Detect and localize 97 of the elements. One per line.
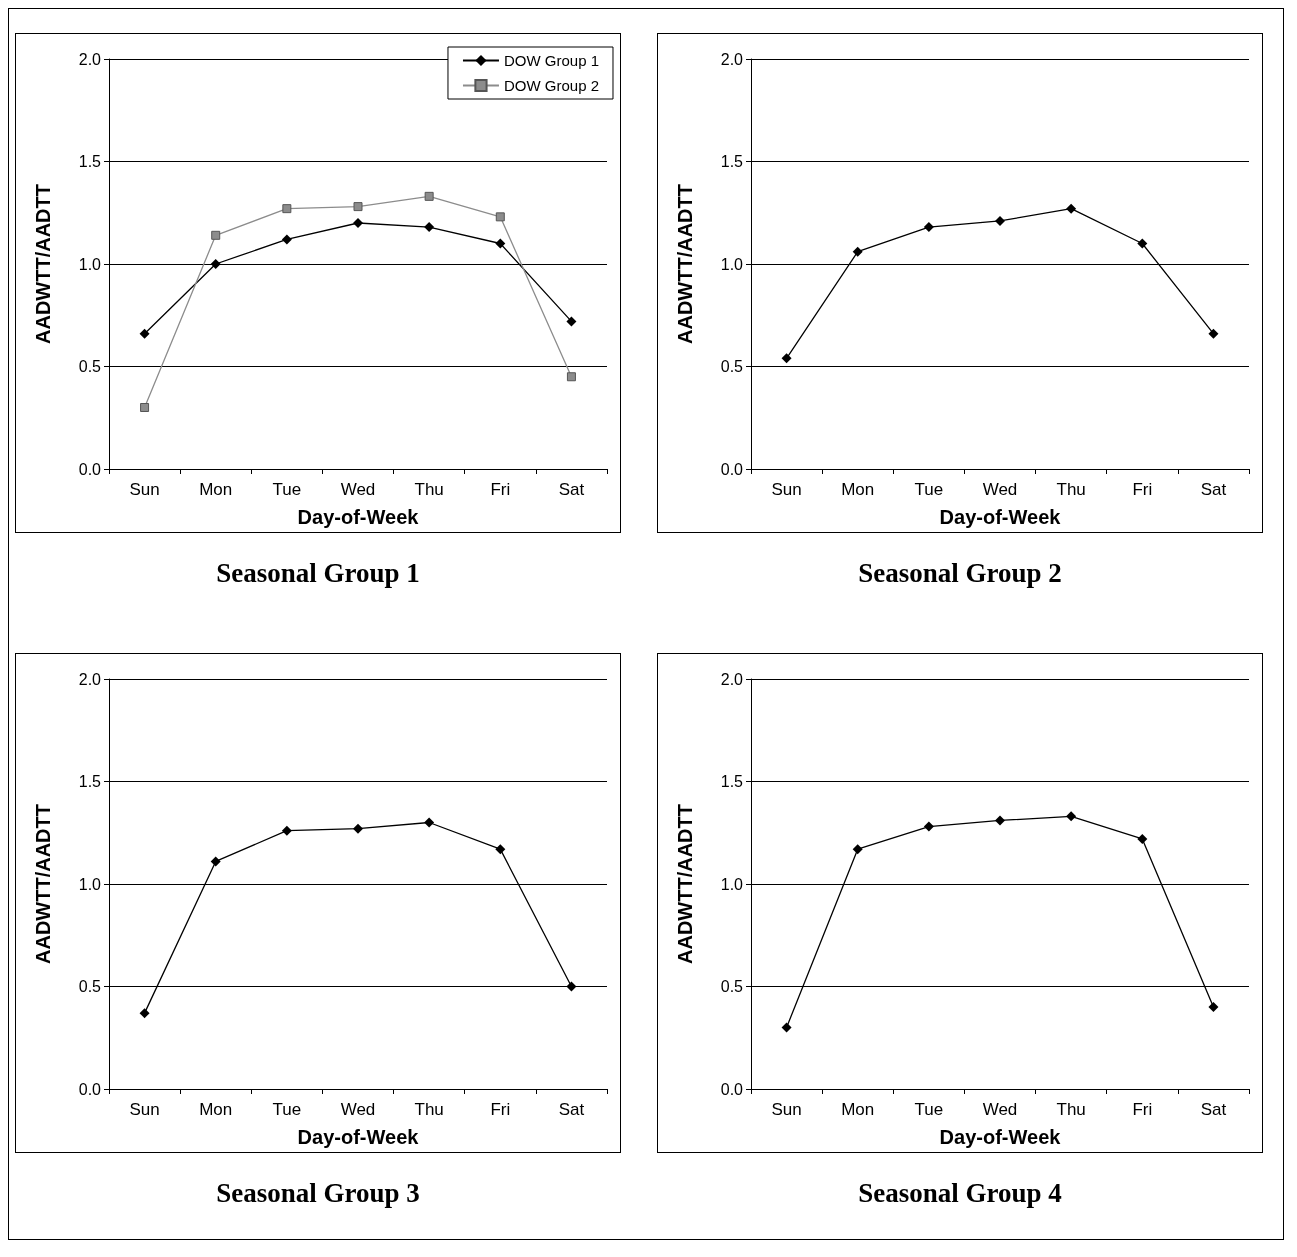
x-tick-label: Wed — [982, 1100, 1018, 1119]
point — [140, 403, 150, 412]
y-tick-label: 2.0 — [720, 670, 744, 688]
point — [923, 821, 934, 832]
point — [995, 215, 1005, 226]
point — [353, 202, 363, 212]
x-axis-title: Day-of-Week — [939, 506, 1062, 528]
y-tick-label: 0.5 — [720, 978, 744, 995]
point — [424, 817, 435, 828]
x-tick-label: Sun — [771, 1100, 802, 1119]
point — [281, 234, 292, 245]
point — [495, 238, 506, 249]
y-axis-title: AADWTT/AADTT — [674, 804, 696, 964]
y-tick-label: 1.0 — [78, 875, 102, 893]
point — [281, 825, 292, 836]
point — [566, 981, 577, 992]
point — [1137, 833, 1148, 844]
point — [923, 222, 934, 233]
point — [566, 372, 576, 382]
y-tick-label: 1.0 — [720, 875, 744, 893]
point — [139, 1008, 150, 1019]
x-tick-label: Sun — [771, 480, 802, 499]
y-tick-label: 1.5 — [78, 773, 102, 790]
legend-label: DOW Group 1 — [503, 52, 600, 69]
x-tick-label: Sun — [129, 1100, 160, 1119]
x-tick-label: Mon — [841, 480, 875, 499]
point — [1208, 328, 1219, 339]
point — [995, 815, 1005, 826]
x-tick-label: Mon — [841, 1100, 875, 1119]
x-tick-label: Thu — [1056, 1100, 1086, 1119]
text: Seasonal Group 1 — [216, 557, 420, 588]
x-tick-label: Thu — [1056, 480, 1086, 499]
point — [282, 204, 292, 214]
y-tick-label: 1.5 — [78, 153, 102, 170]
y-tick-label: 1.5 — [720, 773, 744, 790]
y-tick-label: 1.5 — [720, 153, 744, 170]
x-tick-label: Fri — [490, 1100, 511, 1119]
x-tick-label: Thu — [414, 1100, 444, 1119]
point — [495, 844, 506, 855]
x-axis-title: Day-of-Week — [297, 506, 420, 528]
x-tick-label: Fri — [1132, 1100, 1153, 1119]
point — [353, 218, 363, 228]
y-tick-label: 2.0 — [720, 50, 744, 68]
x-tick-label: Tue — [272, 1100, 302, 1119]
point — [852, 246, 863, 257]
x-tick-label: Fri — [490, 480, 511, 499]
x-tick-label: Tue — [914, 1100, 944, 1119]
x-tick-label: Wed — [340, 480, 376, 499]
y-tick-label: 1.0 — [78, 255, 102, 273]
y-tick-label: 2.0 — [78, 50, 102, 68]
point — [210, 259, 221, 269]
point — [210, 856, 221, 867]
point — [566, 316, 577, 327]
y-tick-label: 1.0 — [720, 255, 744, 273]
y-tick-label: 0.5 — [78, 358, 102, 375]
x-tick-label: Mon — [199, 480, 233, 499]
x-tick-label: Sun — [129, 480, 160, 499]
y-tick-label: 0.0 — [78, 460, 102, 478]
text: Seasonal Group 3 — [216, 1177, 420, 1208]
point — [495, 212, 505, 222]
y-tick-label: 0.0 — [720, 460, 744, 478]
point — [1066, 203, 1077, 214]
legend-label: DOW Group 2 — [503, 77, 600, 94]
point — [852, 844, 863, 855]
point — [139, 328, 150, 339]
point — [424, 191, 434, 201]
x-tick-label: Wed — [982, 480, 1018, 499]
point — [781, 353, 792, 364]
y-tick-label: 0.0 — [720, 1080, 744, 1098]
x-axis-title: Day-of-Week — [297, 1126, 420, 1148]
point — [424, 222, 435, 233]
x-tick-label: Thu — [414, 480, 444, 499]
y-axis-title: AADWTT/AADTT — [32, 184, 54, 344]
y-tick-label: 2.0 — [78, 670, 102, 688]
y-axis-title: AADWTT/AADTT — [32, 804, 54, 964]
point — [781, 1022, 792, 1033]
x-tick-label: Tue — [914, 480, 944, 499]
x-tick-label: Fri — [1132, 480, 1153, 499]
y-tick-label: 0.5 — [720, 358, 744, 375]
x-tick-label: Wed — [340, 1100, 376, 1119]
x-tick-label: Sat — [1200, 1100, 1227, 1119]
x-tick-label: Mon — [199, 1100, 233, 1119]
text: Seasonal Group 2 — [858, 557, 1062, 588]
point — [1208, 1002, 1219, 1012]
x-tick-label: Tue — [272, 480, 302, 499]
y-tick-label: 0.0 — [78, 1080, 102, 1098]
point — [211, 230, 221, 240]
point — [1066, 811, 1077, 822]
x-tick-label: Sat — [558, 480, 585, 499]
y-axis-title: AADWTT/AADTT — [674, 184, 696, 344]
x-tick-label: Sat — [558, 1100, 585, 1119]
text: Seasonal Group 4 — [858, 1177, 1062, 1208]
point — [353, 823, 363, 834]
point — [1137, 238, 1148, 249]
x-axis-title: Day-of-Week — [939, 1126, 1062, 1148]
y-tick-label: 0.5 — [78, 978, 102, 995]
x-tick-label: Sat — [1200, 480, 1227, 499]
